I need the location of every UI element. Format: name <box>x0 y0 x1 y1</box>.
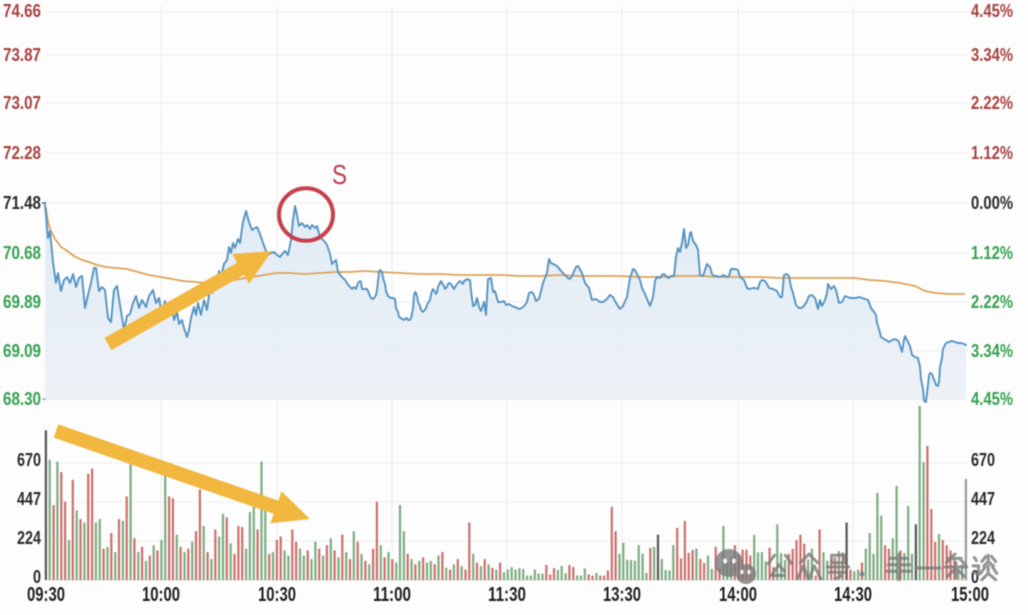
svg-text:13:30: 13:30 <box>603 583 641 606</box>
svg-text:73.87: 73.87 <box>3 45 41 65</box>
svg-text:14:30: 14:30 <box>834 583 872 606</box>
svg-text:3.34%: 3.34% <box>971 45 1013 65</box>
svg-text:670: 670 <box>971 450 995 470</box>
svg-text:0: 0 <box>33 567 41 587</box>
svg-text:09:30: 09:30 <box>27 583 65 606</box>
svg-text:11:30: 11:30 <box>488 583 526 606</box>
svg-text:14:00: 14:00 <box>719 583 757 606</box>
svg-text:4.45%: 4.45% <box>971 1 1013 21</box>
svg-text:0: 0 <box>971 567 979 587</box>
svg-text:447: 447 <box>971 489 995 509</box>
svg-text:S: S <box>332 159 347 190</box>
svg-text:71.48: 71.48 <box>3 193 41 213</box>
svg-text:68.30: 68.30 <box>3 389 41 409</box>
svg-text:15:00: 15:00 <box>951 583 989 606</box>
svg-text:670: 670 <box>17 450 41 470</box>
svg-text:10:30: 10:30 <box>258 583 296 606</box>
svg-text:69.89: 69.89 <box>3 292 41 312</box>
svg-text:224: 224 <box>17 528 41 548</box>
svg-text:10:00: 10:00 <box>142 583 180 606</box>
svg-text:2.22%: 2.22% <box>971 292 1013 312</box>
svg-text:72.28: 72.28 <box>3 143 41 163</box>
svg-text:1.12%: 1.12% <box>971 243 1013 263</box>
svg-text:74.66: 74.66 <box>3 1 41 21</box>
svg-text:3.34%: 3.34% <box>971 341 1013 361</box>
svg-text:11:00: 11:00 <box>373 583 411 606</box>
svg-text:224: 224 <box>971 528 995 548</box>
svg-text:4.45%: 4.45% <box>971 389 1013 409</box>
svg-text:447: 447 <box>17 489 41 509</box>
svg-text:0.00%: 0.00% <box>971 193 1013 213</box>
svg-text:1.12%: 1.12% <box>971 143 1013 163</box>
svg-text:2.22%: 2.22% <box>971 93 1013 113</box>
svg-text:70.68: 70.68 <box>3 243 41 263</box>
svg-text:73.07: 73.07 <box>3 93 41 113</box>
svg-text:69.09: 69.09 <box>3 341 41 361</box>
